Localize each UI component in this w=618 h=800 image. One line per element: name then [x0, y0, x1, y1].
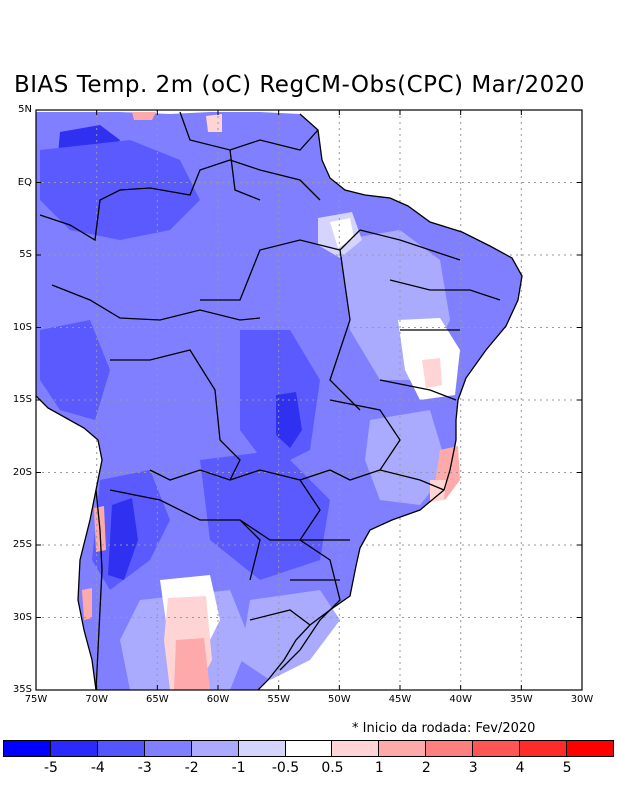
- deep-blue-patch-central: [276, 392, 302, 448]
- lon-label: 30W: [570, 694, 594, 705]
- border-chile-argentina: [95, 489, 103, 690]
- lat-label: 10S: [12, 321, 32, 333]
- lat-label: EQ: [17, 176, 32, 188]
- color-bar-label: -4: [90, 760, 105, 776]
- lon-label: 55W: [267, 694, 290, 705]
- color-bar-label: -1: [231, 760, 246, 776]
- border-guianas: [179, 111, 319, 201]
- lat-label: 5N: [18, 104, 32, 115]
- rose-patch-chile-south: [82, 588, 92, 620]
- lat-label: 30S: [12, 611, 32, 623]
- lon-label: 35W: [510, 694, 533, 705]
- pink-patch-bahia: [422, 358, 442, 388]
- color-bar-swatch: [425, 740, 474, 757]
- color-bar-swatch: [284, 740, 333, 757]
- color-bar-label: 4: [515, 760, 525, 776]
- color-bar-swatch: [143, 740, 192, 757]
- lon-label: 70W: [85, 694, 108, 705]
- political-borders: [36, 111, 523, 690]
- lat-label: 5S: [19, 249, 32, 260]
- lat-label: 35S: [12, 684, 32, 695]
- color-bar-label: -5: [43, 760, 58, 776]
- lon-label: 45W: [388, 694, 412, 705]
- rose-patch-north: [132, 112, 156, 120]
- color-bar-label: 2: [421, 760, 431, 776]
- graticule: [36, 110, 582, 690]
- color-bar-swatch: [331, 740, 380, 757]
- color-bar-label: 5: [562, 760, 572, 776]
- border-states-north: [200, 159, 361, 411]
- pink-patch-north: [206, 114, 222, 132]
- light-blue-patch-southeast: [365, 410, 448, 505]
- color-bar-swatch: [566, 740, 614, 757]
- border-states-northeast: [359, 229, 501, 401]
- deep-blue-patch-andes: [108, 498, 138, 580]
- color-bar-swatch: [96, 740, 145, 757]
- color-bar-swatch: [3, 740, 51, 757]
- color-bar-swatch: [378, 740, 427, 757]
- border-argentina-north: [109, 489, 261, 581]
- strong-blue-patch-west: [40, 320, 110, 420]
- lat-label: 25S: [12, 539, 32, 550]
- white-patch-northeast: [330, 218, 354, 248]
- color-bar: [3, 740, 614, 757]
- border-states-southeast: [299, 399, 445, 491]
- color-bar-label: -0.5: [271, 760, 300, 776]
- border-uruguay: [249, 609, 311, 626]
- border-bolivia: [110, 349, 241, 481]
- color-bar-label: 3: [468, 760, 478, 776]
- lon-label: 40W: [449, 694, 472, 705]
- lon-label: 65W: [146, 694, 169, 705]
- border-amazon-west: [39, 159, 231, 242]
- color-bar-label: -3: [137, 760, 152, 776]
- axis-ticks: [35, 109, 583, 691]
- lat-label: 15S: [12, 394, 32, 405]
- color-bar-label: 1: [374, 760, 384, 776]
- run-start-note: * Inicio da rodada: Fev/2020: [352, 721, 536, 736]
- lat-label: 20S: [12, 466, 32, 478]
- lon-label: 50W: [328, 694, 351, 705]
- strong-blue-patch-south: [200, 450, 330, 580]
- color-bar-swatch: [49, 740, 98, 757]
- color-bar-swatch: [519, 740, 568, 757]
- color-bar-swatch: [237, 740, 286, 757]
- color-bar-swatch: [190, 740, 239, 757]
- rose-patch-pampas: [174, 638, 210, 690]
- border-brazil-south: [279, 539, 341, 671]
- lon-label: 60W: [206, 694, 230, 705]
- color-bar-label: 0.5: [321, 760, 344, 776]
- border-brazil-west: [51, 284, 261, 321]
- map-title: BIAS Temp. 2m (oC) RegCM-Obs(CPC) Mar/20…: [14, 72, 586, 98]
- color-bar-swatch: [472, 740, 521, 757]
- lon-label: 75W: [24, 694, 48, 705]
- border-paraguay: [229, 469, 321, 541]
- border-states-south: [290, 539, 350, 581]
- light-blue-patch-south-brazil: [240, 590, 340, 680]
- color-bar-label: -2: [184, 760, 199, 776]
- white-patch-bahia: [398, 318, 460, 400]
